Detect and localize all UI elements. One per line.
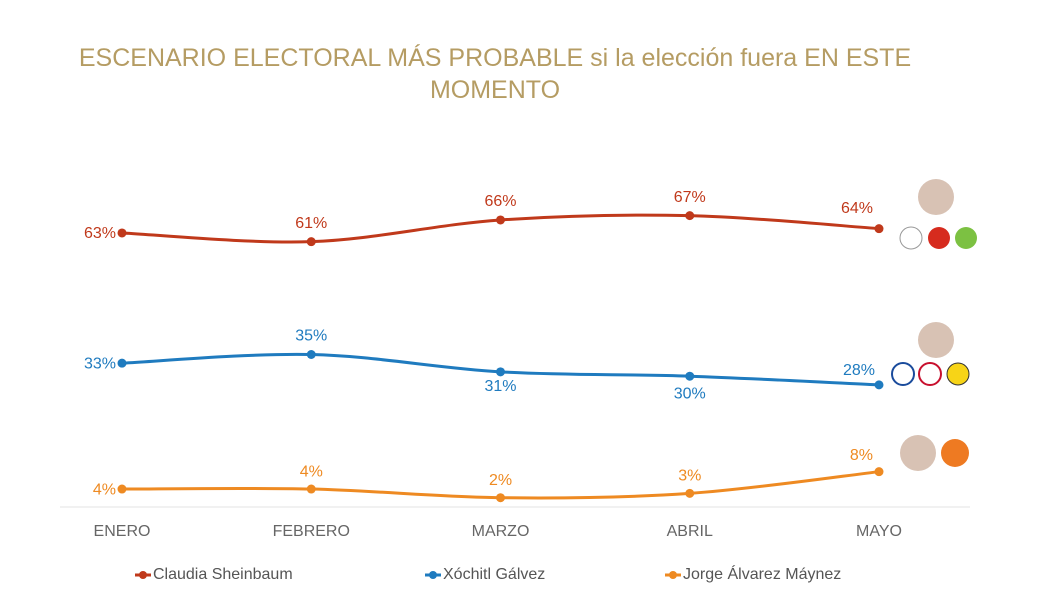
data-point	[874, 380, 884, 390]
party-logo	[928, 227, 950, 249]
icons	[891, 179, 977, 471]
x-tick-label: ENERO	[94, 523, 151, 540]
data-point	[117, 358, 127, 368]
data-point	[874, 467, 884, 477]
party-logo	[941, 439, 969, 467]
data-point	[874, 224, 884, 234]
data-label: 61%	[295, 215, 327, 232]
data-point	[496, 493, 505, 503]
data-point	[117, 228, 127, 238]
data-label: 30%	[674, 385, 706, 402]
data-label: 4%	[300, 463, 323, 480]
data-point	[117, 484, 127, 494]
legend-label: Jorge Álvarez Máynez	[683, 564, 841, 583]
portrait	[918, 179, 954, 215]
data-point	[685, 488, 695, 498]
data-label: 31%	[484, 378, 516, 395]
data-label: 64%	[841, 200, 873, 217]
data-label: 2%	[489, 472, 512, 489]
data-point	[306, 484, 316, 494]
data-label: 8%	[850, 447, 873, 464]
data-label: 35%	[295, 328, 327, 345]
data-label: 66%	[484, 193, 516, 210]
x-tick-label: FEBRERO	[273, 523, 350, 540]
party-logo	[899, 226, 923, 250]
portrait	[900, 435, 936, 471]
x-tick-label: ABRIL	[667, 523, 713, 540]
legend-swatch	[669, 571, 677, 579]
data-label: 4%	[93, 481, 116, 498]
data-point	[685, 211, 695, 221]
data-label: 28%	[843, 362, 875, 379]
legend-label: Claudia Sheinbaum	[153, 566, 293, 583]
legend-swatch	[139, 571, 147, 579]
x-tick-label: MARZO	[472, 523, 530, 540]
party-logo	[918, 362, 942, 386]
x-tick-label: MAYO	[856, 523, 902, 540]
data-label: 33%	[84, 355, 116, 372]
data-point	[306, 237, 316, 247]
chart-title: ESCENARIO ELECTORAL MÁS PROBABLE si la e…	[78, 44, 912, 104]
legend-swatch	[429, 571, 437, 579]
data-label: 3%	[678, 468, 701, 485]
party-logo	[955, 227, 977, 249]
data-point	[306, 350, 316, 359]
data-point	[496, 215, 505, 225]
legend-label: Xóchitl Gálvez	[443, 566, 545, 583]
data-label: 67%	[674, 189, 706, 206]
party-logo	[891, 362, 915, 386]
data-label: 63%	[84, 225, 116, 242]
data-point	[496, 367, 505, 377]
data-point	[685, 371, 695, 381]
portrait	[918, 322, 954, 358]
party-logo	[946, 362, 970, 386]
